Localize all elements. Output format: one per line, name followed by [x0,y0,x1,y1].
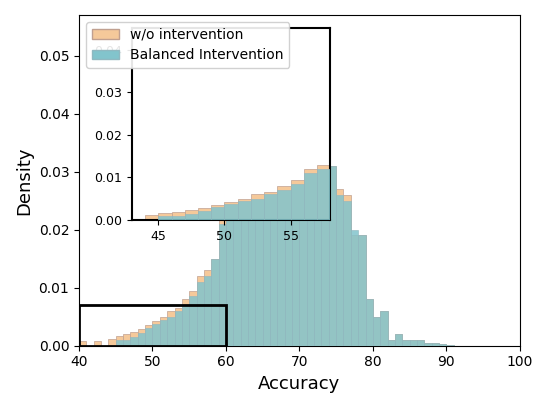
Bar [204,276,212,346]
Bar [152,322,160,346]
Bar [439,344,447,346]
Legend: w/o intervention, Balanced Intervention: w/o intervention, Balanced Intervention [86,22,289,68]
Bar [299,91,307,346]
Bar [219,201,226,346]
Bar [292,79,299,346]
Bar [123,334,130,346]
Bar [130,337,138,346]
Bar [336,189,344,346]
Bar [94,341,101,346]
Bar [197,282,204,346]
Bar [160,317,167,346]
Bar [409,340,417,346]
Bar [373,317,380,346]
Bar [248,117,255,346]
Bar [299,91,307,346]
Bar [255,91,262,346]
Bar [262,44,270,346]
Bar [285,53,292,346]
Bar [314,154,322,346]
Bar [322,166,329,346]
Bar [439,344,447,346]
Bar [351,235,358,346]
Bar [292,73,299,346]
Bar [329,166,336,346]
Bar [424,343,432,346]
Bar [79,341,87,346]
Bar [241,102,248,346]
Bar [351,230,358,346]
Bar [123,340,130,346]
Bar [116,340,123,346]
Bar [233,149,241,346]
Bar [387,340,395,346]
Bar [270,41,277,346]
X-axis label: Accuracy: Accuracy [258,375,340,393]
Bar [344,201,351,346]
Bar [366,299,373,346]
Bar [358,235,366,346]
Bar [417,340,424,346]
Bar [167,311,174,346]
Bar [447,345,454,346]
Bar [130,332,138,346]
Bar [182,299,189,346]
Bar [197,276,204,346]
Bar [174,311,182,346]
Bar [255,62,262,346]
Bar [366,299,373,346]
Bar [145,326,152,346]
Bar [380,311,387,346]
Bar [285,44,292,346]
Bar [233,177,241,346]
Bar [358,235,366,346]
Bar [336,195,344,346]
Bar [270,38,277,346]
Bar [432,343,439,346]
Bar [277,44,285,346]
Y-axis label: Density: Density [15,146,33,215]
Bar [204,270,212,346]
Bar [212,259,219,346]
Bar [248,84,255,346]
Bar [138,333,145,346]
Bar [219,224,226,346]
Bar [329,166,336,346]
Bar [160,319,167,346]
Bar [307,96,314,346]
Bar [344,195,351,346]
Bar [116,337,123,346]
Bar [241,149,248,346]
Bar [226,201,233,346]
Bar [152,324,160,346]
Bar [373,317,380,346]
Bar [395,334,402,346]
Bar [212,259,219,346]
Bar [226,183,233,346]
Bar [395,334,402,346]
Bar [262,53,270,346]
Bar [314,125,322,346]
Bar [417,340,424,346]
Bar [167,317,174,346]
Bar [174,308,182,346]
Bar [447,345,454,346]
Bar [182,305,189,346]
Bar [189,296,197,346]
Bar [402,340,409,346]
Bar [138,330,145,346]
Bar [322,154,329,346]
Bar [109,339,116,346]
Bar [409,340,417,346]
Bar [402,340,409,346]
Bar [277,53,285,346]
Bar [387,340,395,346]
Bar [79,305,226,346]
Bar [189,290,197,346]
Bar [380,311,387,346]
Bar [307,125,314,346]
Bar [424,343,432,346]
Bar [432,343,439,346]
Bar [145,328,152,346]
